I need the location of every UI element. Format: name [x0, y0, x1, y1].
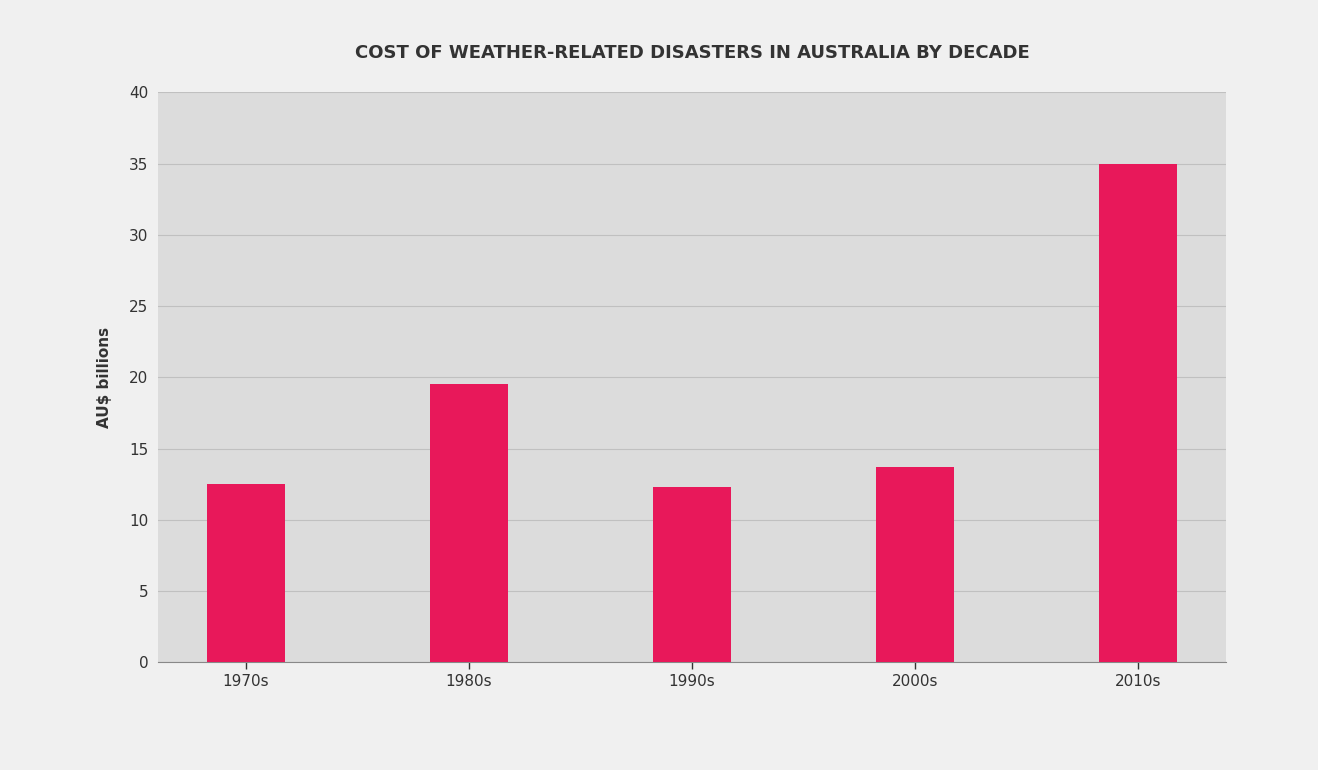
- Title: COST OF WEATHER-RELATED DISASTERS IN AUSTRALIA BY DECADE: COST OF WEATHER-RELATED DISASTERS IN AUS…: [355, 44, 1029, 62]
- Bar: [876, 467, 954, 662]
- Bar: [430, 384, 507, 662]
- Bar: [207, 484, 285, 662]
- Bar: [1099, 164, 1177, 662]
- Bar: [652, 487, 731, 662]
- Y-axis label: AU$ billions: AU$ billions: [98, 326, 112, 428]
